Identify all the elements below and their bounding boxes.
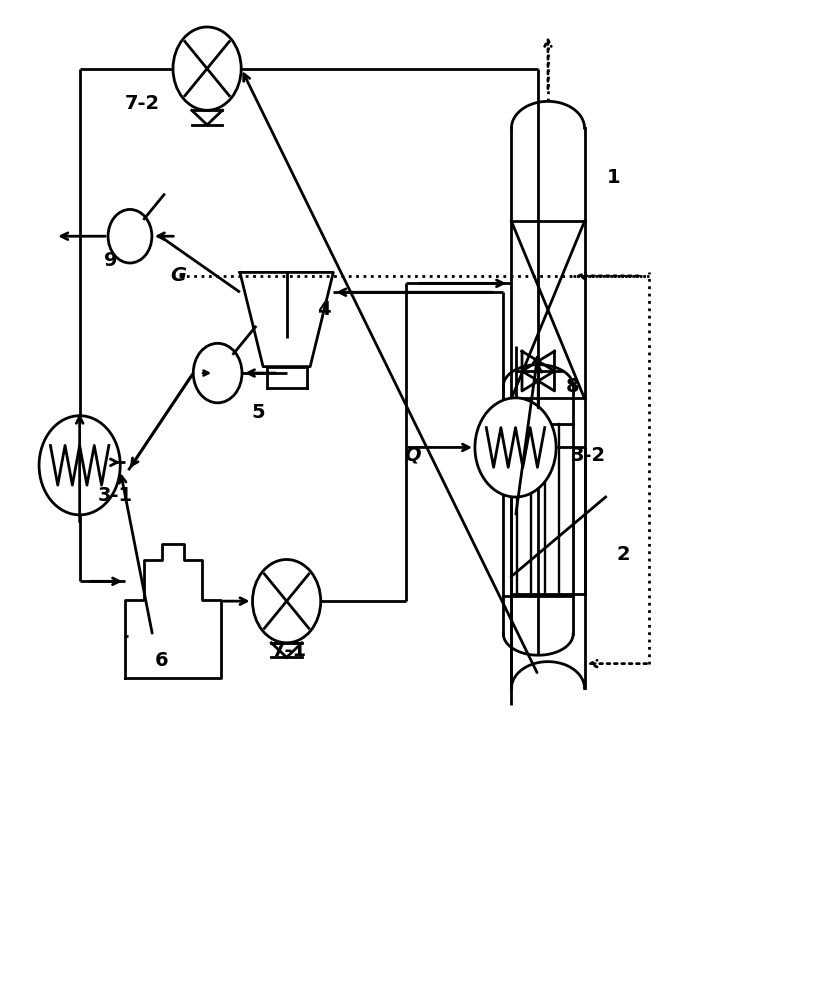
Circle shape <box>108 209 152 263</box>
Circle shape <box>252 560 320 643</box>
Text: 8: 8 <box>565 377 579 396</box>
Text: 3-2: 3-2 <box>570 446 605 465</box>
Text: G: G <box>170 266 187 285</box>
Text: Q: Q <box>404 446 420 465</box>
Text: 6: 6 <box>154 651 168 670</box>
Circle shape <box>474 398 555 497</box>
Text: 5: 5 <box>251 403 265 422</box>
Text: 1: 1 <box>606 168 619 187</box>
Text: 4: 4 <box>316 300 330 319</box>
Text: 9: 9 <box>104 251 117 270</box>
Text: 7-1: 7-1 <box>272 641 307 660</box>
Circle shape <box>39 416 120 515</box>
Text: 2: 2 <box>616 545 630 564</box>
Circle shape <box>173 27 241 110</box>
Text: 3-1: 3-1 <box>97 486 133 505</box>
Circle shape <box>193 343 242 403</box>
Text: 7-2: 7-2 <box>124 94 159 113</box>
